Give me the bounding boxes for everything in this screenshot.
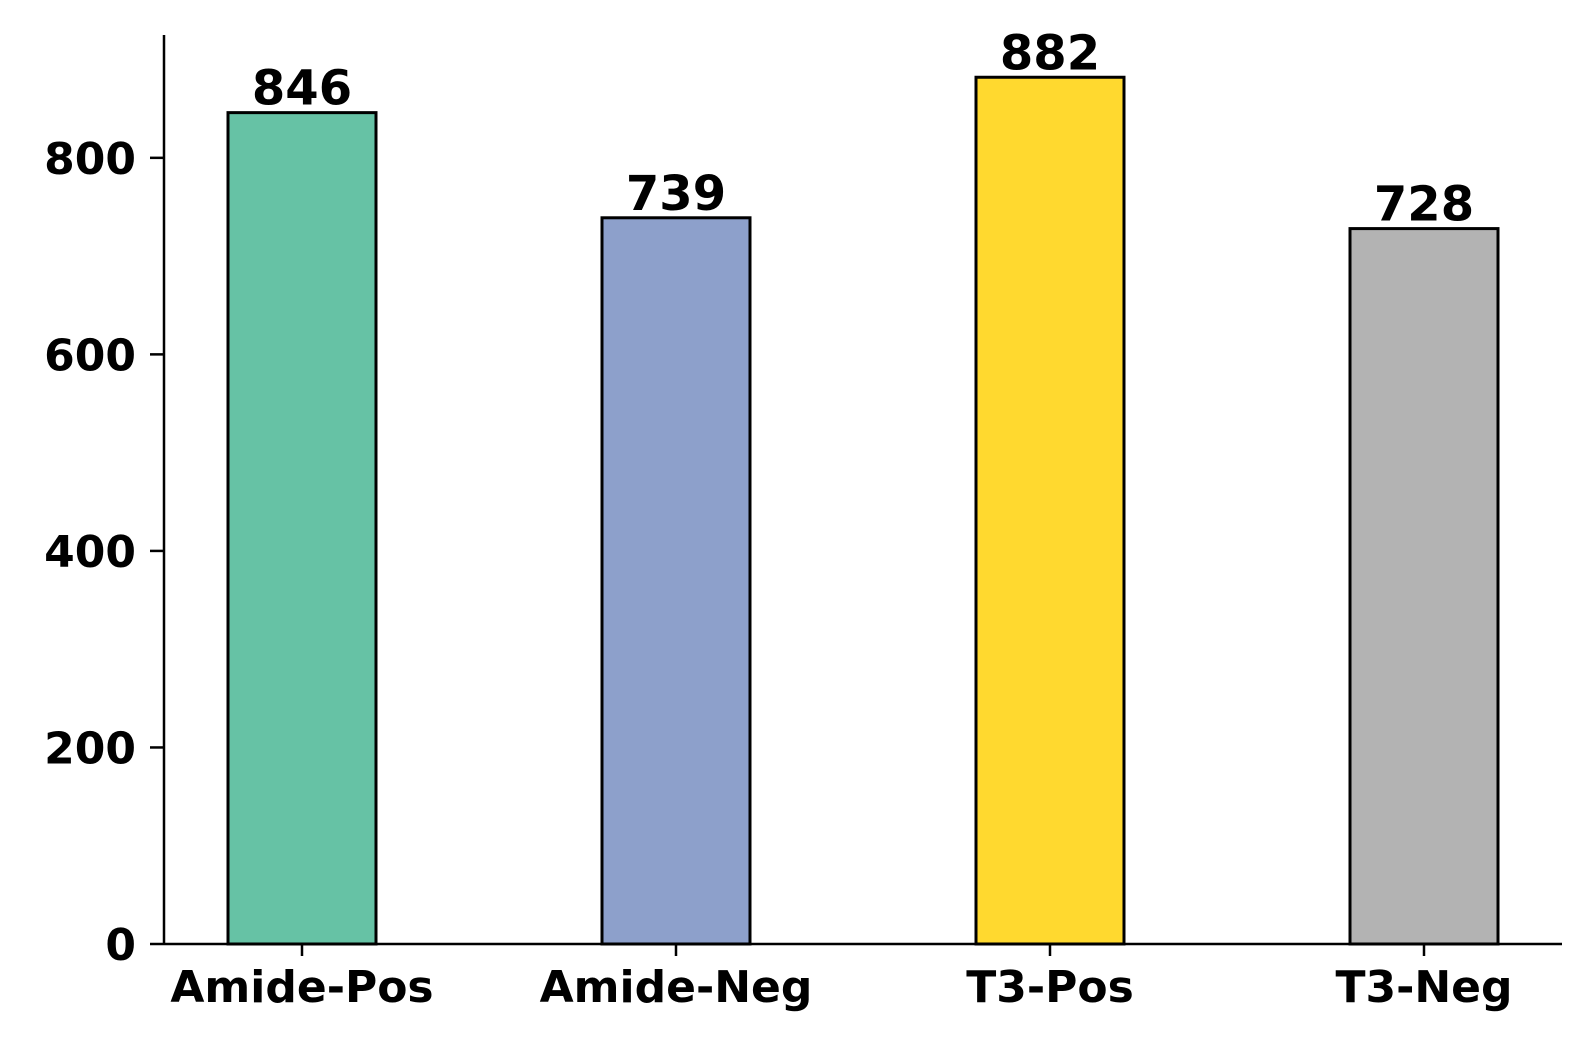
value-label-amide-neg: 739 — [626, 166, 726, 222]
x-tick-label-amide-pos: Amide-Pos — [170, 962, 433, 1013]
bar-amide-neg — [600, 216, 752, 946]
value-label-t3-neg: 728 — [1374, 177, 1474, 233]
value-label-t3-pos: 882 — [1000, 25, 1100, 81]
value-label-amide-pos: 846 — [252, 61, 352, 117]
bars-group — [226, 75, 1500, 946]
value-labels-group: 846 739 882 728 — [252, 25, 1474, 232]
y-tick-label-200: 200 — [44, 723, 136, 774]
x-ticks-group: Amide-Pos Amide-Neg T3-Pos T3-Neg — [170, 944, 1513, 1013]
x-tick-label-t3-pos: T3-Pos — [966, 962, 1134, 1013]
bar-amide-pos — [226, 111, 378, 946]
y-ticks-group: 0 200 400 600 800 — [44, 134, 164, 971]
x-tick-label-amide-neg: Amide-Neg — [540, 962, 813, 1013]
bar-t3-pos — [974, 75, 1126, 946]
y-tick-label-0: 0 — [105, 920, 136, 971]
y-tick-label-800: 800 — [44, 134, 136, 185]
x-tick-label-t3-neg: T3-Neg — [1335, 962, 1512, 1013]
y-tick-label-400: 400 — [44, 527, 136, 578]
y-tick-label-600: 600 — [44, 330, 136, 381]
bar-t3-neg — [1348, 227, 1500, 946]
